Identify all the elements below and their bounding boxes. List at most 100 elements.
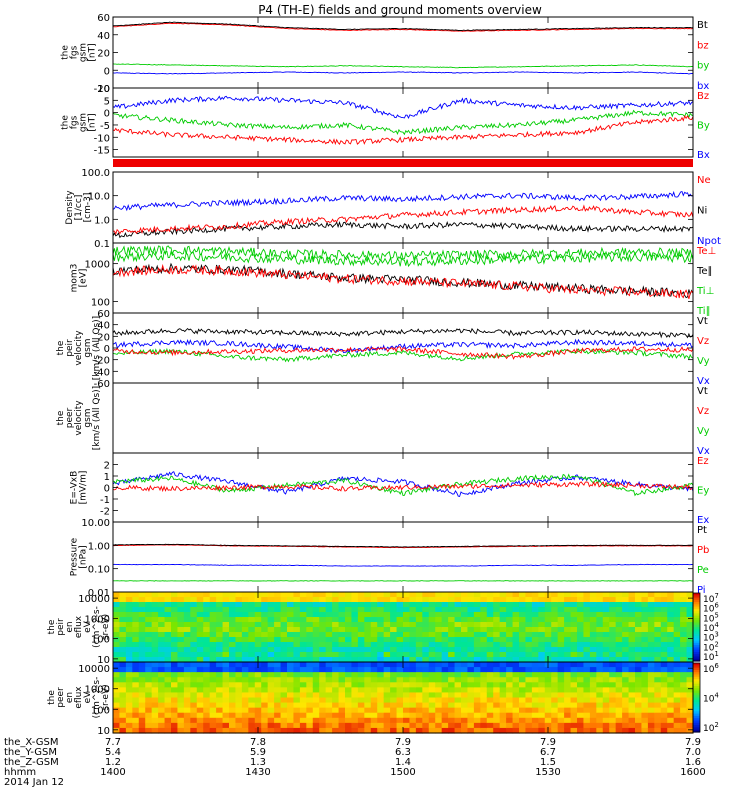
- spectrogram-cell: [293, 627, 301, 633]
- spectrogram-cell: [190, 642, 198, 648]
- spectrogram-cell: [274, 687, 282, 694]
- spectrogram-cell: [570, 657, 578, 663]
- spectrogram-cell: [196, 677, 204, 683]
- spectrogram-cell: [203, 722, 211, 729]
- y-axis-label-line: gsm: [83, 338, 93, 357]
- spectrogram-cell: [196, 647, 204, 653]
- spectrogram-cell: [538, 727, 546, 734]
- spectrogram-cell: [345, 717, 353, 724]
- spectrogram-cell: [628, 662, 636, 668]
- spectrogram-cell: [415, 637, 423, 643]
- spectrogram-cell: [216, 712, 224, 719]
- spectrogram-cell: [171, 702, 179, 709]
- spectrogram-cell: [145, 622, 153, 628]
- x-axis-row-value: 1500: [390, 767, 415, 778]
- spectrogram-cell: [280, 682, 288, 688]
- spectrogram-cell: [396, 692, 404, 699]
- spectrogram-cell: [196, 602, 204, 608]
- spectrogram-cell: [506, 617, 514, 623]
- colorbar-cell: [693, 722, 700, 726]
- spectrogram-cell: [512, 637, 520, 643]
- spectrogram-cell: [473, 712, 481, 719]
- spectrogram-cell: [377, 597, 385, 603]
- spectrogram-cell: [216, 677, 224, 683]
- spectrogram-cell: [673, 637, 681, 643]
- spectrogram-cell: [196, 592, 204, 598]
- spectrogram-cell: [519, 597, 527, 603]
- spectrogram-cell: [441, 657, 449, 663]
- spectrogram-cell: [441, 612, 449, 618]
- spectrogram-cell: [673, 647, 681, 653]
- spectrogram-cell: [628, 722, 636, 729]
- spectrogram-cell: [306, 637, 314, 643]
- spectrogram-cell: [422, 722, 430, 729]
- spectrogram-cell: [151, 637, 159, 643]
- spectrogram-cell: [564, 647, 572, 653]
- spectrogram-cell: [332, 617, 340, 623]
- colorbar-cell: [693, 617, 700, 621]
- spectrogram-cell: [441, 672, 449, 678]
- spectrogram-cell: [448, 607, 456, 613]
- spectrogram-cell: [370, 722, 378, 729]
- x-axis-row-value: 6.3: [395, 747, 411, 758]
- spectrogram-cell: [564, 727, 572, 734]
- spectrogram-cell: [396, 702, 404, 709]
- spectrogram-cell: [441, 637, 449, 643]
- spectrogram-cell: [151, 662, 159, 668]
- spectrogram-cell: [428, 647, 436, 653]
- spectrogram-cell: [544, 722, 552, 729]
- legend-label: bz: [697, 40, 709, 51]
- spectrogram-cell: [448, 667, 456, 673]
- legend-label: Bx: [697, 150, 710, 161]
- spectrogram-cell: [299, 697, 307, 704]
- spectrogram-cell: [622, 602, 630, 608]
- spectrogram-cell: [480, 717, 488, 724]
- spectrogram-cell: [216, 702, 224, 709]
- spectrogram-cell: [473, 612, 481, 618]
- spectrogram-cell: [628, 607, 636, 613]
- spectrogram-cell: [299, 627, 307, 633]
- spectrogram-cell: [287, 672, 295, 678]
- spectrogram-cell: [299, 707, 307, 714]
- spectrogram-cell: [654, 647, 662, 653]
- y-tick-label: 10: [97, 655, 110, 666]
- y-axis-label-line: gsm: [79, 113, 89, 132]
- spectrogram-cell: [325, 622, 333, 628]
- spectrogram-cell: [383, 627, 391, 633]
- spectrogram-cell: [422, 627, 430, 633]
- spectrogram-cell: [551, 612, 559, 618]
- legend-label: Ni: [697, 206, 707, 217]
- spectrogram-cell: [203, 672, 211, 678]
- spectrogram-cell: [538, 722, 546, 729]
- spectrogram-cell: [641, 727, 649, 734]
- spectrogram-cell: [486, 592, 494, 598]
- spectrogram-cell: [280, 687, 288, 694]
- spectrogram-cell: [448, 687, 456, 694]
- spectrogram-cell: [183, 592, 191, 598]
- spectrogram-cell: [538, 682, 546, 688]
- spectrogram-cell: [119, 702, 127, 709]
- spectrogram-cell: [287, 682, 295, 688]
- spectrogram-cell: [222, 617, 230, 623]
- spectrogram-cell: [370, 667, 378, 673]
- spectrogram-cell: [570, 702, 578, 709]
- spectrogram-cell: [293, 712, 301, 719]
- y-axis-label: the fgs gsm [nT]: [61, 113, 98, 132]
- spectrogram-cell: [209, 642, 217, 648]
- spectrogram-cell: [486, 597, 494, 603]
- spectrogram-cell: [570, 672, 578, 678]
- y-axis-label: Density [1/cc] [cm-3]: [65, 190, 93, 225]
- spectrogram-cell: [506, 642, 514, 648]
- spectrogram-cell: [113, 682, 121, 688]
- spectrogram-cell: [274, 657, 282, 663]
- spectrogram-cell: [151, 657, 159, 663]
- spectrogram-cell: [435, 667, 443, 673]
- series-line-by: [112, 63, 694, 69]
- spectrogram-cell: [196, 682, 204, 688]
- spectrogram-cell: [312, 612, 320, 618]
- spectrogram-cell: [377, 687, 385, 694]
- spectrogram-cell: [493, 627, 501, 633]
- spectrogram-cell: [409, 637, 417, 643]
- spectrogram-cell: [190, 702, 198, 709]
- spectrogram-cell: [370, 657, 378, 663]
